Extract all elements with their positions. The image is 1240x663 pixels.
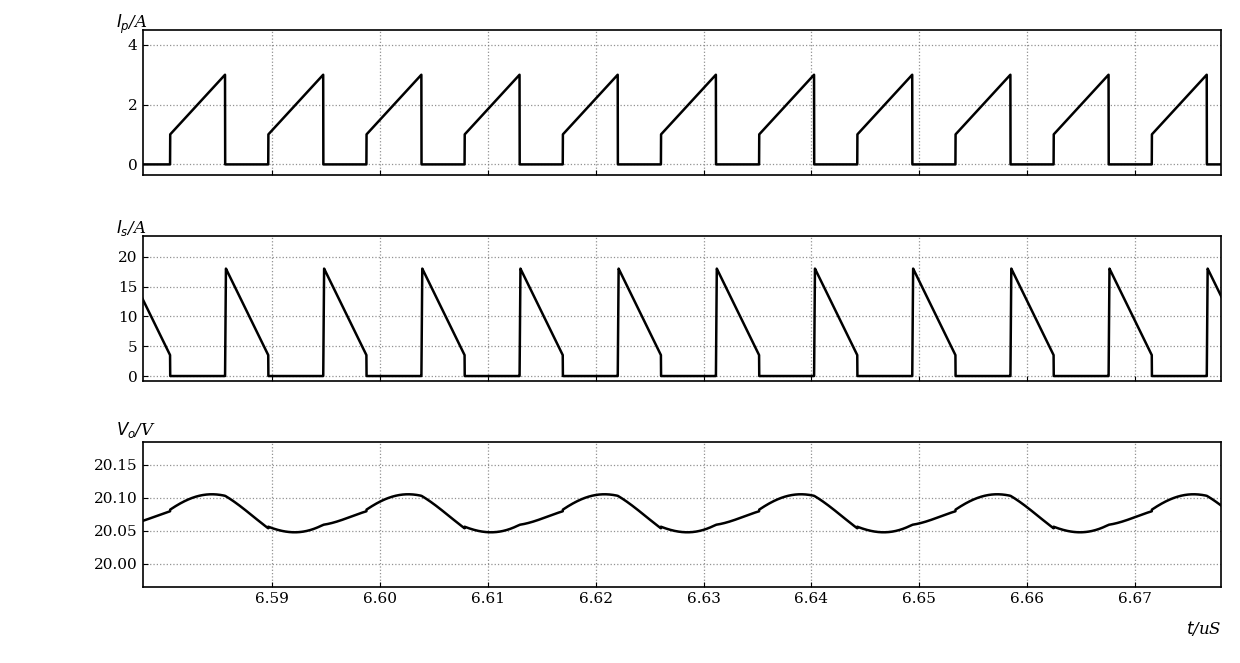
Text: $t$/uS: $t$/uS — [1185, 619, 1221, 638]
Text: $I_p$/A: $I_p$/A — [115, 13, 148, 36]
Text: $I_s$/A: $I_s$/A — [115, 218, 146, 239]
Text: $V_o$/V: $V_o$/V — [115, 420, 156, 440]
